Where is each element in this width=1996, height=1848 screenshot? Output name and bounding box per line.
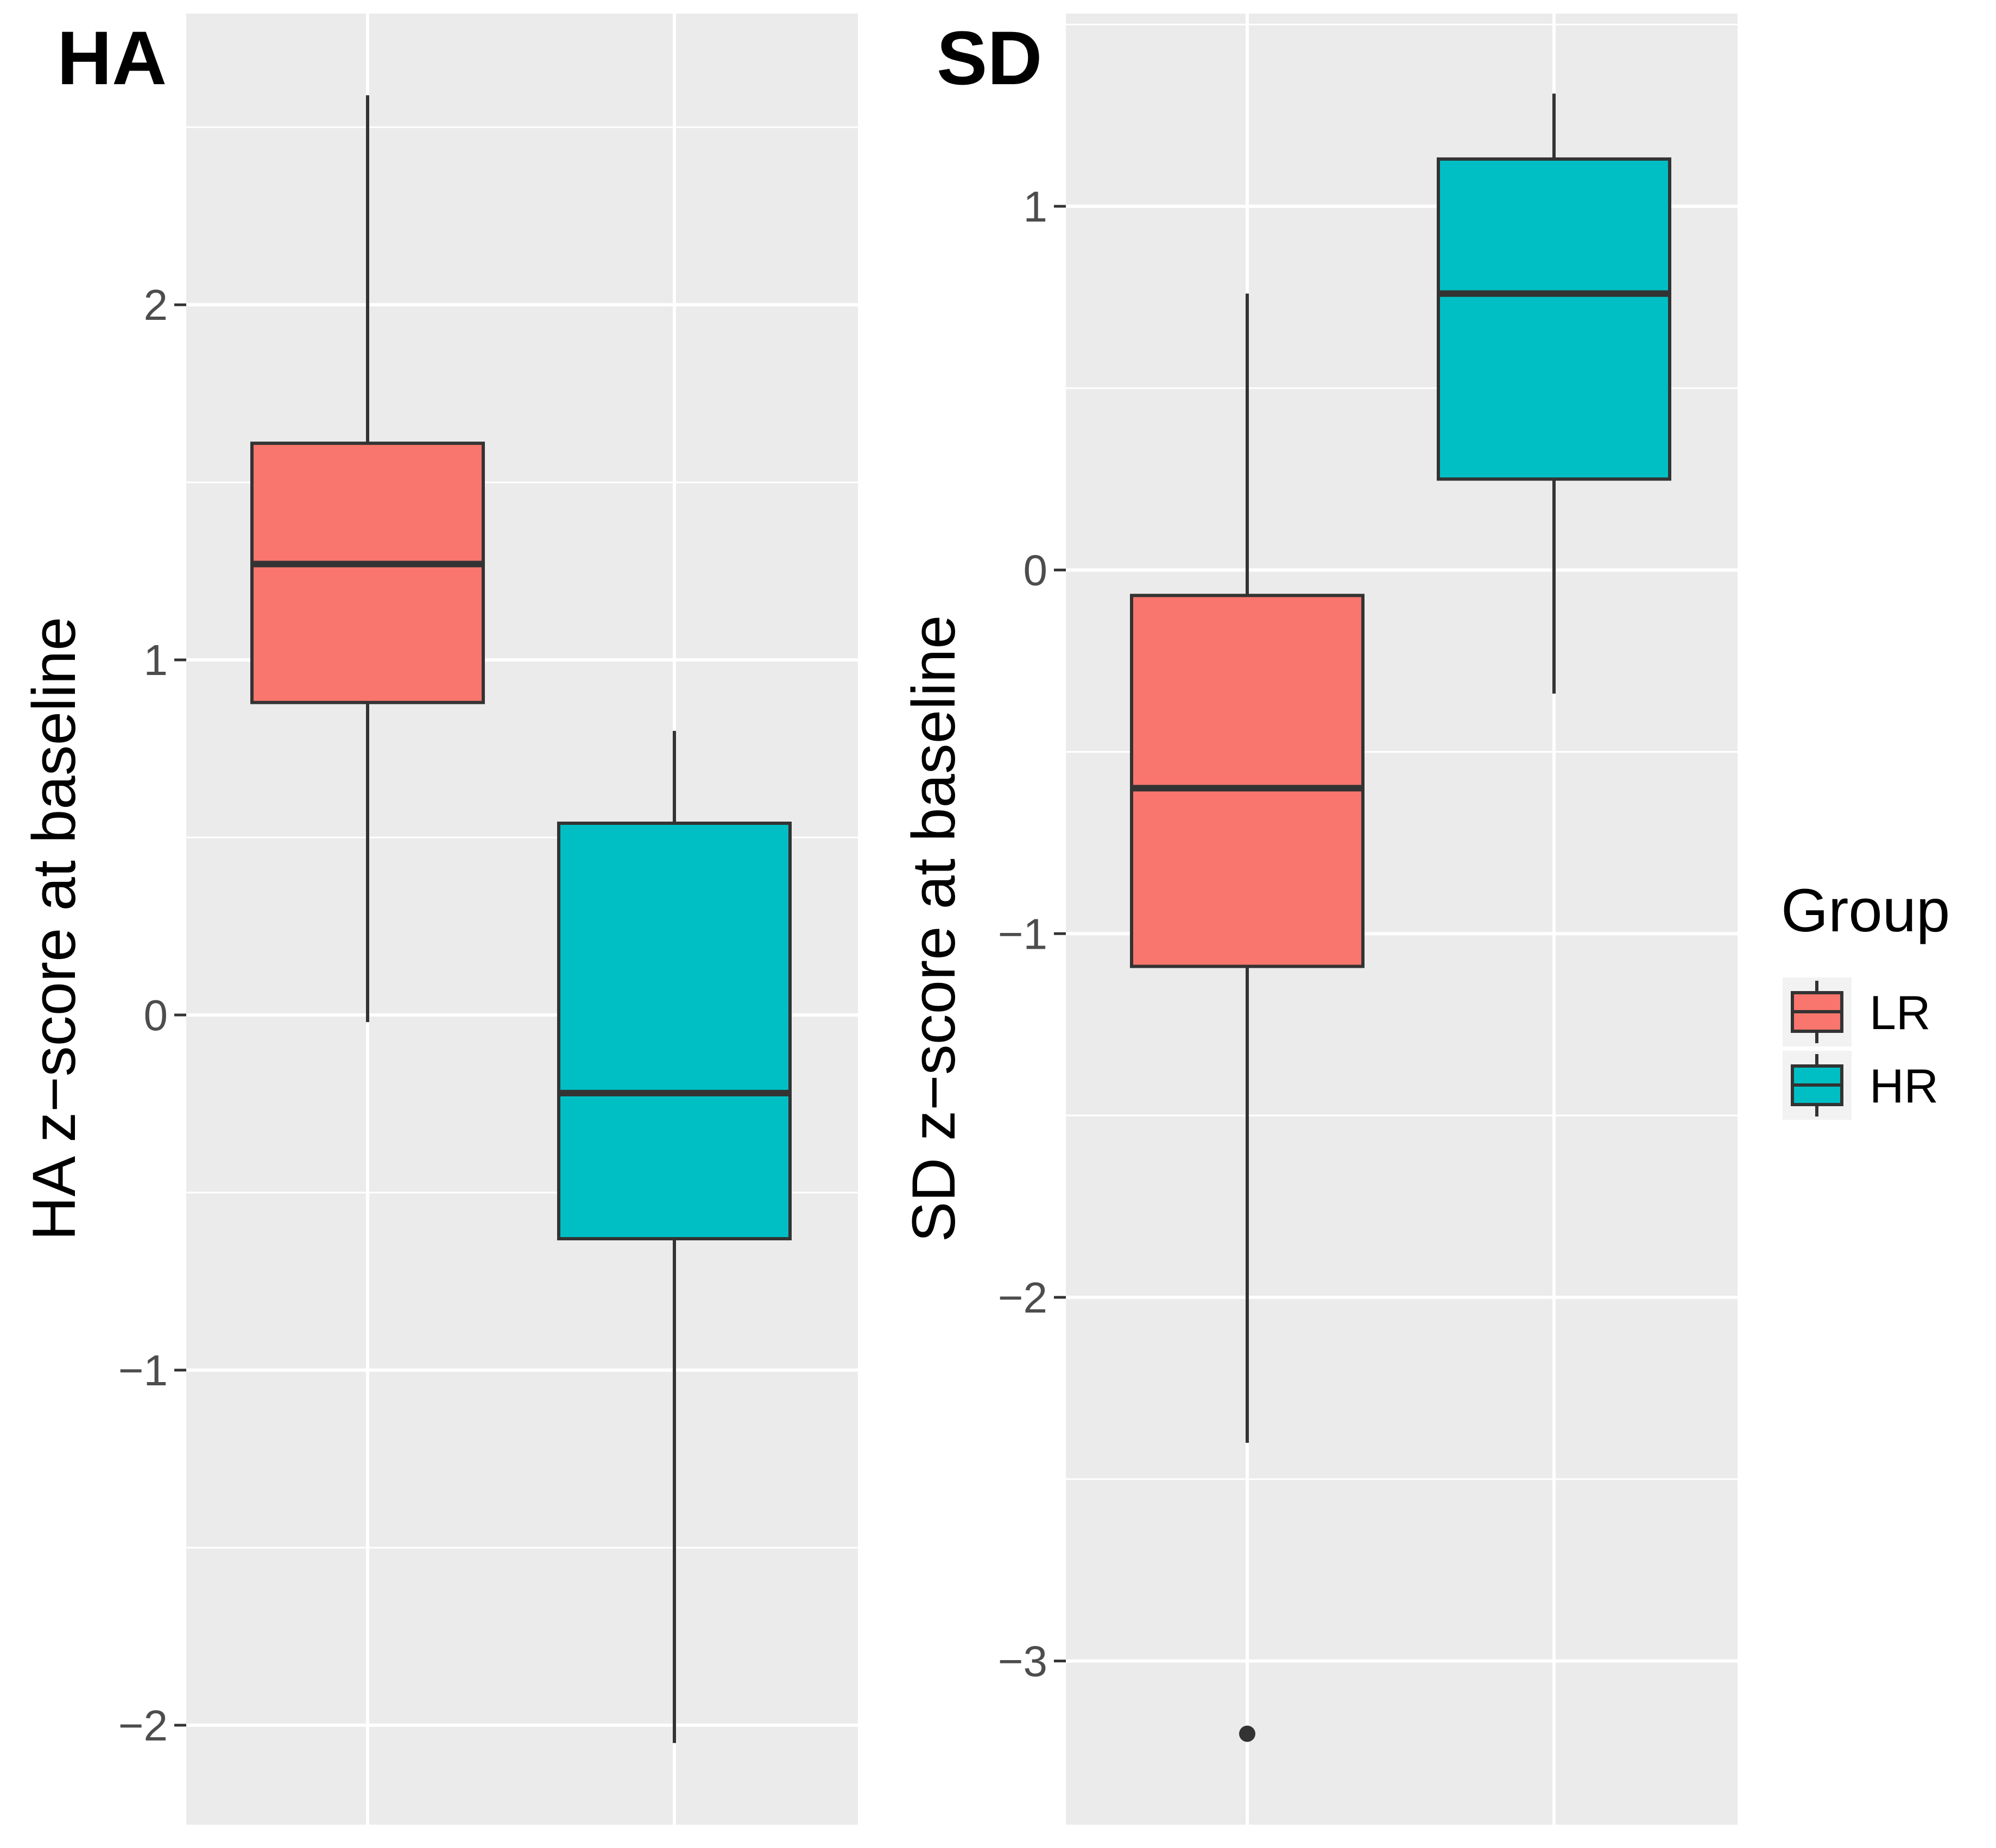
ha-y-tick-label: 2	[144, 281, 168, 329]
legend-label-hr: HR	[1869, 1059, 1938, 1113]
ha-iqr-box-hr	[557, 821, 792, 1241]
ha-panel-tag: HA	[57, 15, 167, 100]
legend-key-hr	[1783, 1051, 1852, 1120]
sd-box-hr	[1437, 93, 1671, 694]
ha-y-axis-title: HA z−score at baseline	[20, 617, 88, 1241]
legend-label-lr: LR	[1869, 986, 1931, 1039]
ha-iqr-box-lr	[250, 441, 485, 704]
ha-y-tick-label: 1	[144, 636, 168, 684]
ha-panel: HA HA z−score at baseline 2 1 0 −1 −2	[20, 14, 858, 1825]
legend: Group LR HR	[1781, 876, 1950, 1120]
sd-panel-tag: SD	[937, 15, 1042, 100]
sd-y-tick-label: 1	[1024, 182, 1048, 231]
sd-y-tick-label: −3	[998, 1637, 1047, 1686]
sd-y-axis-title: SD z−score at baseline	[900, 615, 968, 1242]
sd-y-tick-label: 0	[1024, 546, 1048, 595]
sd-y-tick-label: −1	[998, 910, 1047, 958]
sd-box-lr	[1130, 293, 1365, 1742]
ha-y-tick-label: −1	[118, 1346, 168, 1395]
sd-iqr-box-hr	[1437, 157, 1671, 481]
ha-box-hr	[557, 730, 792, 1743]
ha-y-tick-label: 0	[144, 991, 168, 1039]
ha-y-tick-label: −2	[118, 1701, 168, 1750]
legend-title: Group	[1781, 876, 1950, 944]
sd-panel: SD SD z−score at baseline 1 0 −1 −2 −3	[900, 14, 1738, 1825]
ha-box-lr	[250, 95, 485, 1023]
sd-iqr-box-lr	[1130, 594, 1365, 968]
legend-key-lr	[1783, 977, 1852, 1046]
sd-y-tick-label: −2	[998, 1273, 1047, 1322]
sd-outlier-lr	[1239, 1725, 1255, 1742]
